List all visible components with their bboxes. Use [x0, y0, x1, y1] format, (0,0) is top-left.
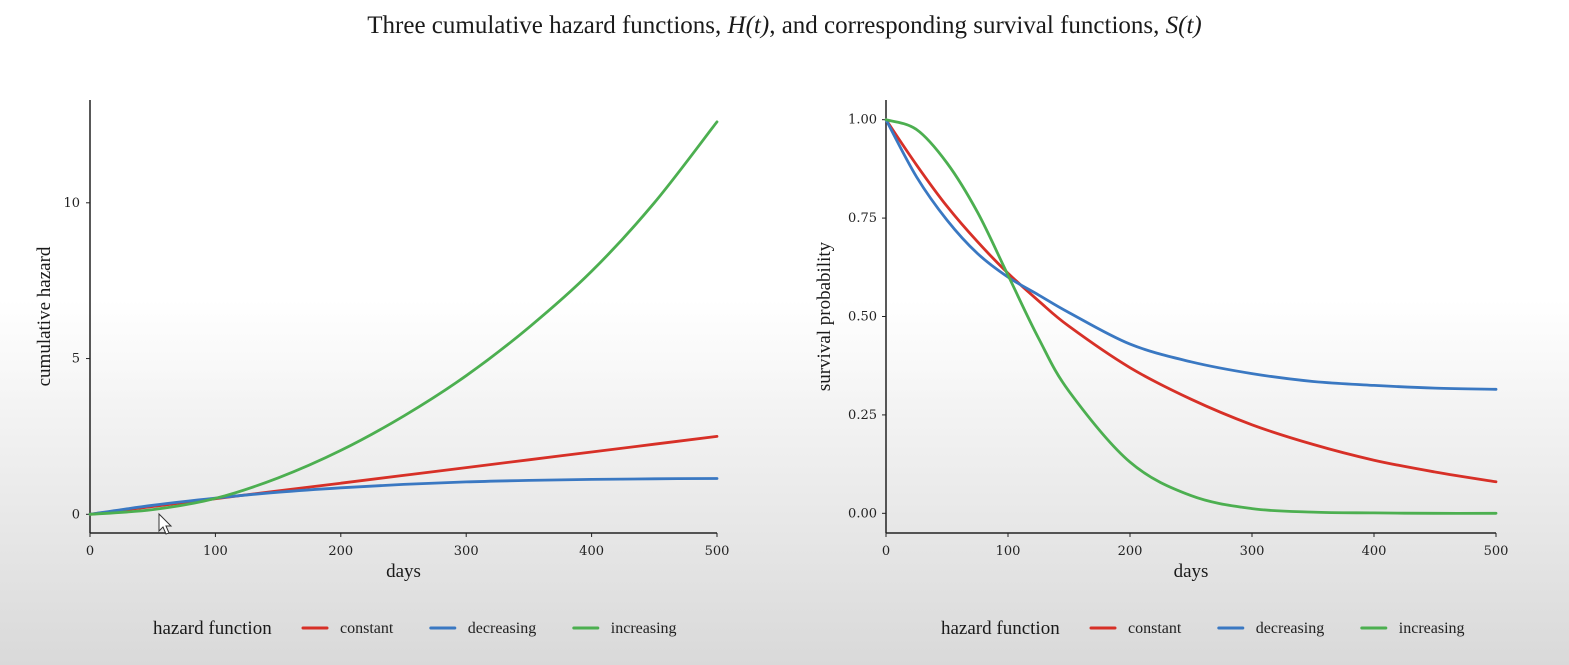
survival-line-decreasing: [884, 118, 1498, 391]
legend-label-increasing-right: increasing: [1399, 620, 1465, 637]
legend-label-decreasing-right: decreasing: [1256, 620, 1324, 637]
survival-y-tick-label: 0.00: [848, 506, 877, 521]
hazard-x-tick-label: 100: [203, 544, 228, 559]
survival-y-tick-label: 0.50: [848, 310, 877, 325]
title-h: H(t): [727, 12, 770, 39]
survival-panel: 0 100 200 300 400 500 0.00 0.25 0.50 0.75 1.00 days…: [814, 100, 1508, 582]
survival-y-tick-label: 0.75: [848, 211, 877, 226]
survival-x-tick-label: 300: [1240, 544, 1265, 559]
mouse-cursor-icon: [158, 512, 173, 535]
survival-y-tick-label: 0.25: [848, 408, 877, 423]
survival-x-tick-label: 100: [996, 544, 1021, 559]
hazard-x-tick-label: 500: [705, 544, 730, 559]
legend-label-decreasing-left: decreasing: [468, 620, 536, 637]
hazard-line-increasing: [88, 120, 719, 516]
hazard-line-decreasing: [88, 477, 719, 516]
survival-y-axis-label: survival probability: [814, 241, 835, 391]
survival-x-tick-label: 0: [882, 544, 890, 559]
title-mid: , and corresponding survival functions,: [769, 12, 1166, 39]
legend-right: hazard function constant decreasing increas…: [941, 618, 1465, 639]
hazard-x-tick-label: 0: [86, 544, 94, 559]
title-s: S(t): [1165, 12, 1202, 39]
survival-line-increasing: [884, 118, 1498, 515]
hazard-y-tick-label: 0: [72, 507, 80, 522]
survival-x-axis-label: days: [1174, 561, 1209, 582]
title-prefix: Three cumulative hazard functions,: [367, 12, 728, 39]
hazard-y-tick-label: 10: [63, 196, 80, 211]
hazard-y-tick-label: 5: [72, 352, 80, 367]
hazard-x-tick-label: 200: [328, 544, 353, 559]
survival-x-tick-label: 500: [1484, 544, 1509, 559]
legend-label-increasing-left: increasing: [611, 620, 677, 637]
hazard-x-tick-label: 400: [579, 544, 604, 559]
legend-left: hazard function constant decreasing increas…: [153, 618, 677, 639]
legend-title-right: hazard function: [941, 618, 1060, 639]
legend-label-constant-right: constant: [1128, 620, 1182, 637]
survival-x-tick-label: 400: [1362, 544, 1387, 559]
legend-title-left: hazard function: [153, 618, 272, 639]
survival-x-tick-label: 200: [1118, 544, 1143, 559]
legend-label-constant-left: constant: [340, 620, 394, 637]
hazard-x-axis-label: days: [386, 561, 421, 582]
chart-title: Three cumulative hazard functions, H(t),…: [0, 12, 1569, 40]
hazard-y-axis-label: cumulative hazard: [34, 246, 55, 386]
survival-line-constant: [884, 118, 1498, 484]
survival-y-tick-label: 1.00: [848, 113, 877, 128]
hazard-x-tick-label: 300: [454, 544, 479, 559]
cumulative-hazard-panel: 0 100 200 300 400 500 0 5 10 days cumulative hazar…: [34, 100, 729, 582]
